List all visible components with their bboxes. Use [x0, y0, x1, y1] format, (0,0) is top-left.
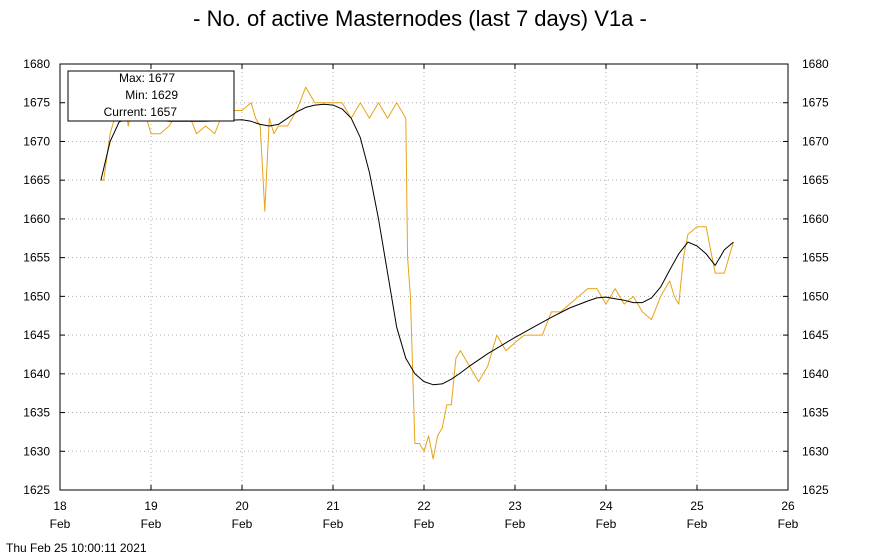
y-tick-label-left: 1640	[23, 367, 50, 381]
legend-current: Current: 1657	[104, 105, 178, 119]
x-tick-label-month: Feb	[232, 517, 253, 531]
x-tick-label-month: Feb	[414, 517, 435, 531]
y-tick-label-right: 1670	[802, 134, 829, 148]
x-tick-label-day: 23	[508, 499, 522, 513]
x-tick-label-month: Feb	[323, 517, 344, 531]
y-tick-label-left: 1645	[23, 328, 50, 342]
y-tick-label-right: 1680	[802, 57, 829, 71]
y-tick-label-right: 1635	[802, 406, 829, 420]
x-tick-label-month: Feb	[778, 517, 799, 531]
series-layer	[100, 86, 734, 460]
y-tick-label-left: 1650	[23, 289, 50, 303]
legend-min: Min: 1629	[125, 88, 178, 102]
grid	[60, 64, 788, 490]
x-tick-label-day: 20	[235, 499, 249, 513]
y-tick-label-right: 1675	[802, 96, 829, 110]
y-tick-label-left: 1665	[23, 173, 50, 187]
x-tick-label-month: Feb	[596, 517, 617, 531]
timestamp: Thu Feb 25 10:00:11 2021	[6, 541, 147, 555]
smoothed-series-line	[100, 103, 734, 386]
legend-box: Max: 1677 Min: 1629 Current: 1657	[67, 70, 235, 122]
y-tick-label-left: 1630	[23, 444, 50, 458]
x-tick-label-day: 22	[417, 499, 431, 513]
y-tick-label-right: 1655	[802, 251, 829, 265]
x-tick-label-month: Feb	[505, 517, 526, 531]
y-tick-label-left: 1670	[23, 134, 50, 148]
y-tick-label-left: 1680	[23, 57, 50, 71]
x-tick-label-day: 25	[690, 499, 704, 513]
y-tick-label-left: 1625	[23, 483, 50, 497]
y-tick-label-right: 1650	[802, 289, 829, 303]
y-tick-label-right: 1640	[802, 367, 829, 381]
y-tick-label-right: 1660	[802, 212, 829, 226]
x-tick-label-month: Feb	[50, 517, 71, 531]
legend-max: Max: 1677	[119, 71, 175, 85]
chart-title: - No. of active Masternodes (last 7 days…	[193, 6, 647, 31]
y-tick-label-left: 1675	[23, 96, 50, 110]
raw-series-line	[100, 86, 734, 460]
x-tick-label-day: 21	[326, 499, 340, 513]
y-tick-label-left: 1635	[23, 406, 50, 420]
y-tick-label-right: 1630	[802, 444, 829, 458]
axis-ticks: 1625 1625 1630 1630 1635 1635 1640 1640 1645 1645…	[23, 57, 829, 531]
x-tick-label-month: Feb	[687, 517, 708, 531]
x-tick-label-month: Feb	[141, 517, 162, 531]
x-tick-label-day: 19	[144, 499, 158, 513]
x-tick-label-day: 26	[781, 499, 795, 513]
x-tick-label-day: 18	[53, 499, 67, 513]
y-tick-label-left: 1655	[23, 251, 50, 265]
x-tick-label-day: 24	[599, 499, 613, 513]
legend-frame	[67, 70, 235, 122]
y-tick-label-right: 1665	[802, 173, 829, 187]
y-tick-label-right: 1625	[802, 483, 829, 497]
y-tick-label-left: 1660	[23, 212, 50, 226]
y-tick-label-right: 1645	[802, 328, 829, 342]
